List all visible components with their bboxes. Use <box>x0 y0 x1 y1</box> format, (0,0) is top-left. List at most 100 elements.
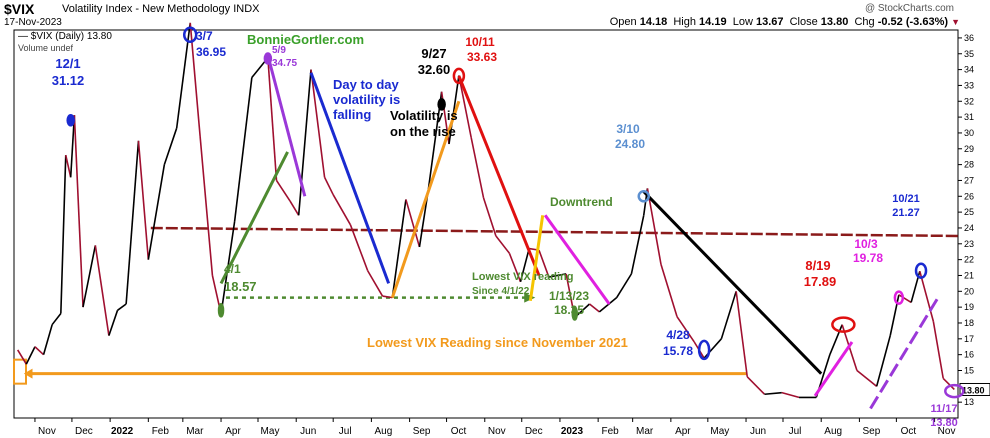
vix-price-segment <box>482 197 497 237</box>
vix-price-segment <box>746 376 766 395</box>
vix-price-segment <box>17 349 28 365</box>
vix-price-segment <box>147 164 166 260</box>
oct11-marker <box>452 67 466 85</box>
x-tick-label: Mar <box>636 426 654 437</box>
vix-price-segment <box>42 324 53 355</box>
vix-price-segment <box>405 199 421 248</box>
last-value-box <box>959 382 990 396</box>
downtrend-text: Downtrend <box>550 195 613 209</box>
x-tick-label: Dec <box>75 426 93 437</box>
x-tick-label: May <box>261 426 280 437</box>
oct3-date: 10/3 <box>854 237 878 251</box>
yellow-line <box>528 215 545 302</box>
lowest-since-text: Lowest VIX Reading since November 2021 <box>367 335 628 350</box>
vix-price-segment <box>942 377 955 391</box>
y-tick-label: 18 <box>964 318 974 328</box>
y-tick-label: 30 <box>964 128 974 138</box>
vix-price-segment <box>448 75 460 145</box>
x-tick-label: Sep <box>413 426 431 437</box>
vix-price-segment <box>519 248 530 283</box>
nov17-date: 11/17 <box>931 403 958 415</box>
y-tick-label: 36 <box>964 33 974 43</box>
copyright: @ StockCharts.com <box>864 3 954 14</box>
x-tick-label: Apr <box>225 426 241 437</box>
vix-price-segment <box>25 346 36 365</box>
vix-price-segment <box>289 200 300 216</box>
purple-dashed-uptrend-line <box>869 298 939 410</box>
vix-price-segment <box>538 249 550 278</box>
low-label: Low <box>732 16 753 28</box>
last-value-label: 13.80 <box>962 385 985 395</box>
ticker-symbol: $VIX <box>4 1 35 17</box>
x-tick-label: Jun <box>300 426 316 437</box>
y-tick-label: 25 <box>964 207 974 217</box>
black-downtrend-line <box>642 190 823 375</box>
y-tick-label: 20 <box>964 286 974 296</box>
vix-price-segment <box>646 188 662 265</box>
oct21-date: 10/21 <box>892 193 920 205</box>
x-tick-label: Nov <box>938 426 956 437</box>
apr28-date: 4/28 <box>666 328 690 342</box>
lowest-vix-text-2: Since 4/1/22 <box>472 286 530 297</box>
vix-price-segment <box>267 57 278 181</box>
vix-price-segment <box>34 346 45 356</box>
vix-price-segment <box>382 295 393 299</box>
vix-price-segment <box>391 199 407 298</box>
vix-price-segment <box>64 154 72 178</box>
x-tick-label: Apr <box>675 426 691 437</box>
x-tick-label: 2022 <box>111 426 134 437</box>
open-value: 14.18 <box>639 16 668 28</box>
vix-price-segment <box>508 253 522 283</box>
magenta-downtrend-line <box>543 214 611 305</box>
may9-marker <box>263 52 273 65</box>
vix-price-segment <box>60 155 67 314</box>
vix-price-segment <box>125 140 140 305</box>
mar10-marker <box>637 190 650 203</box>
x-tick-label: Nov <box>38 426 56 437</box>
nov17-marker <box>944 383 965 399</box>
x-tick-label: Dec <box>525 426 543 437</box>
mar7-marker <box>182 26 198 44</box>
y-tick-label: 26 <box>964 191 974 201</box>
apr1-date: 4/1 <box>224 262 241 276</box>
x-tick-label: Aug <box>374 426 392 437</box>
vix-price-segment <box>73 115 84 308</box>
vix-price-segment <box>108 310 119 336</box>
sep27-marker <box>437 98 446 111</box>
chg-value: -0.52 (-3.63%) <box>877 16 949 28</box>
apr28-value: 15.78 <box>663 344 693 358</box>
vix-price-segment <box>199 136 214 276</box>
falling-text-2: volatility is <box>333 92 400 107</box>
vix-price-segment <box>630 215 645 275</box>
x-tick-label: Sep <box>863 426 881 437</box>
low-value: 13.67 <box>755 16 784 28</box>
chart-date: 17-Nov-2023 <box>4 17 62 28</box>
rise-text-1: Volatility is <box>390 108 458 123</box>
y-tick-label: 34 <box>964 65 974 75</box>
vix-price-segment <box>764 391 782 396</box>
apr1-marker <box>217 303 225 318</box>
dec1-marker <box>66 114 75 127</box>
y-tick-label: 16 <box>964 350 974 360</box>
down-triangle-icon: ▼ <box>951 17 960 27</box>
vix-price-segment <box>548 273 567 278</box>
aug19-date: 8/19 <box>805 258 830 273</box>
mar10-value: 24.80 <box>615 137 645 151</box>
vix-price-segment <box>660 264 678 317</box>
vix-price-segment <box>69 115 76 178</box>
vix-price-segment <box>367 270 384 297</box>
vix-price-segment <box>310 69 326 178</box>
sep27-date: 9/27 <box>421 46 446 61</box>
legend-volume: Volume undef <box>18 43 74 53</box>
oct11-date: 10/11 <box>465 35 495 49</box>
y-tick-label: 13 <box>964 397 974 407</box>
sep27-value: 32.60 <box>418 62 451 77</box>
y-tick-label: 15 <box>964 365 974 375</box>
vix-price-segment <box>175 22 192 129</box>
vix-price-segment <box>875 335 891 387</box>
oct3-value: 19.78 <box>853 251 883 265</box>
y-tick-label: 35 <box>964 49 974 59</box>
may9-value: 34.75 <box>272 58 297 69</box>
vix-price-segment <box>82 245 97 308</box>
y-tick-label: 27 <box>964 175 974 185</box>
